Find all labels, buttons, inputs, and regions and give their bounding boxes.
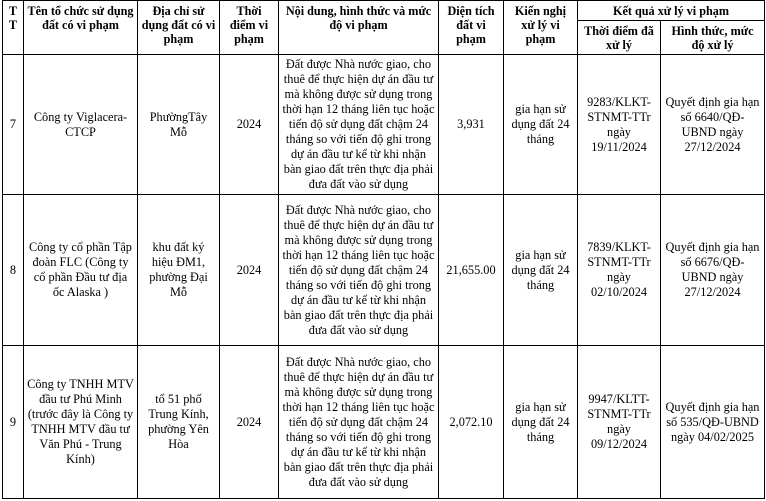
cell-result-time: 7839/KLKT-STNMT-TTr ngày 02/10/2024 [577,194,661,347]
cell-area: 21,655.00 [438,194,504,347]
cell-result-form: Quyết định gia hạn số 6676/QĐ-UBND ngày … [659,194,766,347]
column-header-organization: Tên tổ chức sử dụng đất có vi phạm [23,0,138,56]
cell-tt: 8 [2,194,24,347]
column-header-address: Địa chỉ sử dụng đất có vi phạm [137,0,220,56]
column-header-result-group: Kết quả xử lý vi phạm [576,0,766,22]
header-row-top: TT Tên tổ chức sử dụng đất có vi phạm Đị… [2,0,766,56]
cell-violation-time: 2024 [219,345,279,500]
cell-result-form: Quyết định gia hạn số 6640/QĐ-UBND ngày … [659,54,766,196]
column-header-result-form: Hình thức, mức độ xử lý [659,20,766,56]
cell-area: 3,931 [438,54,504,196]
cell-organization: Công ty TNHH MTV đầu tư Phú Minh (trước … [23,345,138,500]
table-row: 7 Công ty Viglacera-CTCP PhườngTây Mỗ 20… [2,54,766,196]
table-header: TT Tên tổ chức sử dụng đất có vi phạm Đị… [2,0,766,56]
cell-proposal: gia hạn sử dụng đất 24 tháng [503,54,578,196]
cell-proposal: gia hạn sử dụng đất 24 tháng [503,345,578,500]
table-row: 9 Công ty TNHH MTV đầu tư Phú Minh (trướ… [2,345,766,500]
cell-proposal: gia hạn sử dụng đất 24 tháng [503,194,578,347]
cell-content: Đất được Nhà nước giao, cho thuê để thực… [278,54,439,196]
cell-content: Đất được Nhà nước giao, cho thuê để thực… [278,345,439,500]
cell-result-time: 9947/KLTT-STNMT-TTr ngày 09/12/2024 [577,345,661,500]
column-header-content: Nội dung, hình thức và mức độ vi phạm [278,0,439,56]
cell-address: khu đất ký hiệu ĐM1, phường Đại Mỗ [137,194,220,347]
cell-violation-time: 2024 [219,54,279,196]
column-header-tt: TT [2,0,24,56]
header-row-bottom: Thời điểm đã xử lý Hình thức, mức độ xử … [3,20,766,56]
cell-address: tổ 51 phố Trung Kính, phường Yên Hòa [137,345,220,500]
cell-organization: Công ty cổ phần Tập đoàn FLC (Công ty cổ… [23,194,138,347]
cell-tt: 9 [2,345,24,500]
cell-content: Đất được Nhà nước giao, cho thuê để thực… [278,194,439,347]
cell-result-time: 9283/KLKT-STNMT-TTr ngày 19/11/2024 [577,54,661,196]
cell-address: PhườngTây Mỗ [137,54,220,196]
cell-organization: Công ty Viglacera-CTCP [23,54,138,196]
cell-tt: 7 [2,54,24,196]
column-header-area: Diện tích đất vi phạm [438,0,504,56]
column-header-violation-time: Thời điểm vi phạm [219,0,279,56]
cell-violation-time: 2024 [219,194,279,347]
column-header-proposal: Kiến nghị xử lý vi phạm [503,0,578,56]
table-row: 8 Công ty cổ phần Tập đoàn FLC (Công ty … [2,194,766,347]
column-header-result-time: Thời điểm đã xử lý [577,20,661,56]
table-body: 7 Công ty Viglacera-CTCP PhườngTây Mỗ 20… [2,54,766,500]
cell-area: 2,072.10 [438,345,504,500]
cell-result-form: Quyết định gia hạn số 535/QĐ-UBND ngày 0… [659,345,766,500]
